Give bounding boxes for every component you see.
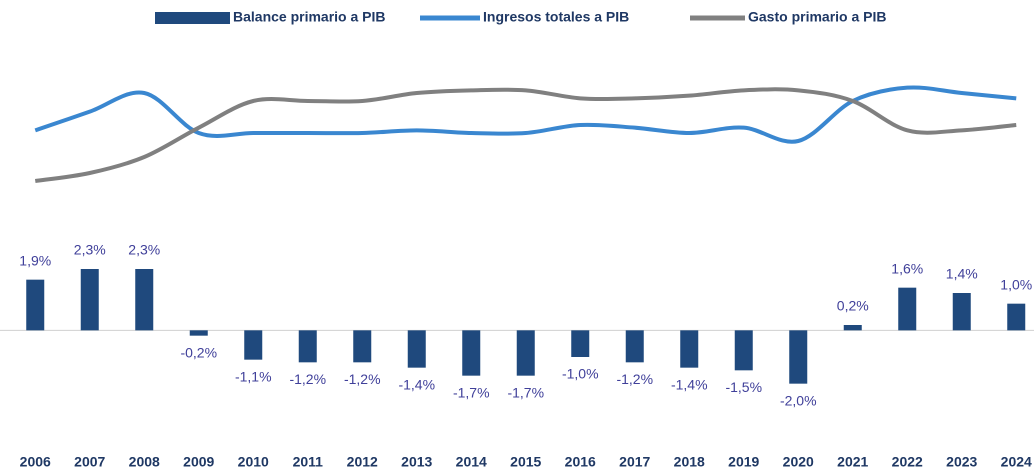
x-tick-label: 2010 xyxy=(238,454,269,470)
bar xyxy=(625,330,644,363)
bar xyxy=(189,330,208,336)
value-label: -1,4% xyxy=(671,376,708,392)
bar xyxy=(898,287,917,331)
x-tick-label: 2009 xyxy=(183,454,214,470)
bar xyxy=(244,330,263,360)
value-label: 1,0% xyxy=(1000,276,1032,292)
value-label: 2,3% xyxy=(128,242,160,258)
value-label: 0,2% xyxy=(837,298,869,314)
value-label: -2,0% xyxy=(780,392,817,408)
x-tick-label: 2021 xyxy=(837,454,868,470)
legend-swatch xyxy=(155,12,230,24)
bar xyxy=(571,330,590,357)
x-tick-label: 2013 xyxy=(401,454,432,470)
x-tick-label: 2015 xyxy=(510,454,541,470)
x-tick-label: 2019 xyxy=(728,454,759,470)
value-label: -0,2% xyxy=(180,344,217,360)
value-label: -1,1% xyxy=(235,368,272,384)
x-tick-label: 2024 xyxy=(1001,454,1032,470)
value-label: -1,5% xyxy=(725,379,762,395)
bar xyxy=(1007,303,1026,331)
value-label: -1,7% xyxy=(453,384,490,400)
bar xyxy=(843,325,862,331)
x-tick-label: 2014 xyxy=(456,454,487,470)
bar xyxy=(462,330,481,376)
bar xyxy=(80,269,99,331)
x-tick-label: 2008 xyxy=(129,454,160,470)
line xyxy=(34,85,1017,144)
x-tick-label: 2018 xyxy=(674,454,705,470)
value-label: -1,0% xyxy=(562,366,599,382)
x-tick-label: 2020 xyxy=(783,454,814,470)
value-label: 1,6% xyxy=(891,260,923,276)
value-label: -1,2% xyxy=(344,371,381,387)
value-label: -1,2% xyxy=(289,371,326,387)
legend-label: Balance primario a PIB xyxy=(233,9,386,25)
x-tick-label: 2006 xyxy=(20,454,51,470)
bar xyxy=(26,279,45,331)
value-label: -1,4% xyxy=(398,376,435,392)
value-label: 2,3% xyxy=(74,242,106,258)
bar xyxy=(407,330,426,368)
x-tick-label: 2022 xyxy=(892,454,923,470)
x-tick-label: 2023 xyxy=(946,454,977,470)
x-tick-label: 2007 xyxy=(74,454,105,470)
bar xyxy=(789,330,808,384)
x-tick-label: 2011 xyxy=(293,454,324,470)
line xyxy=(34,87,1017,183)
value-label: -1,7% xyxy=(507,384,544,400)
legend-label: Gasto primario a PIB xyxy=(748,9,886,25)
bar xyxy=(734,330,753,371)
x-tick-label: 2012 xyxy=(347,454,378,470)
bar xyxy=(516,330,535,376)
bar xyxy=(952,293,971,331)
x-tick-label: 2017 xyxy=(619,454,650,470)
x-tick-label: 2016 xyxy=(565,454,596,470)
bar xyxy=(680,330,699,368)
bar xyxy=(135,269,154,331)
bar xyxy=(298,330,317,363)
legend-label: Ingresos totales a PIB xyxy=(483,9,629,25)
value-label: -1,2% xyxy=(616,371,653,387)
bar xyxy=(353,330,372,363)
value-label: 1,4% xyxy=(946,266,978,282)
value-label: 1,9% xyxy=(19,252,51,268)
